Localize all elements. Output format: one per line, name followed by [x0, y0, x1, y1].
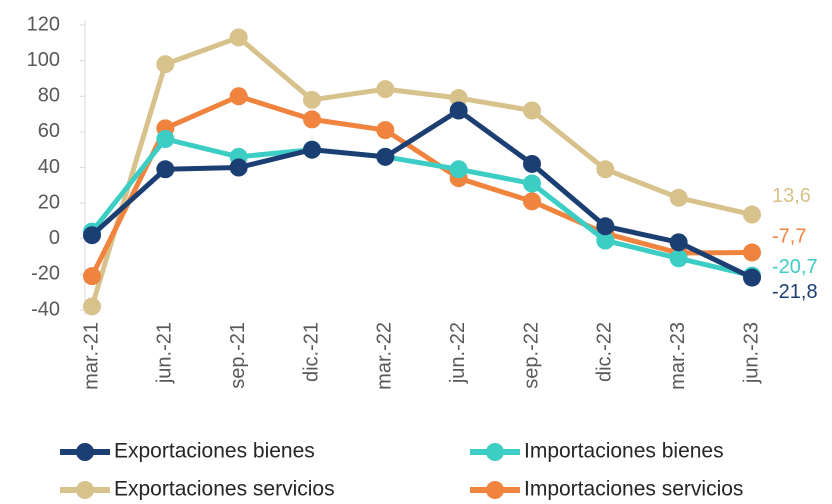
point: [449, 89, 468, 108]
point: [83, 226, 101, 245]
value-label: -21,8: [772, 281, 818, 303]
y-tick-label: 20: [38, 191, 60, 213]
legend-marker: [76, 481, 94, 499]
value-label: -20,7: [772, 256, 818, 278]
point: [156, 55, 175, 74]
y-tick-label: 100: [27, 49, 60, 71]
y-tick-label: 60: [38, 120, 60, 142]
point: [523, 174, 541, 193]
legend-label: Importaciones bienes: [524, 440, 724, 463]
x-tick-label: jun.-23: [740, 322, 762, 384]
point: [449, 160, 468, 179]
point: [376, 80, 395, 99]
series-line: [89, 34, 753, 308]
point: [303, 140, 321, 159]
point: [669, 188, 688, 207]
point: [596, 231, 615, 250]
point: [743, 268, 761, 287]
x-tick-label: jun.-22: [447, 322, 469, 384]
y-tick-label: 120: [27, 13, 60, 35]
point: [523, 101, 541, 120]
value-label: -7,7: [772, 226, 806, 248]
point: [83, 297, 101, 316]
x-tick-label: dic.-22: [594, 322, 616, 382]
legend-marker: [486, 481, 504, 499]
point: [376, 147, 395, 166]
point: [596, 217, 615, 236]
point: [523, 192, 541, 211]
x-tick-label: dic.-21: [300, 322, 322, 382]
legend-marker: [76, 443, 94, 461]
x-tick-label: sep.-21: [227, 322, 249, 389]
series-line: [90, 108, 754, 280]
point: [743, 205, 761, 224]
point: [449, 101, 468, 120]
point: [669, 233, 688, 252]
point: [83, 267, 101, 286]
point: [229, 28, 248, 47]
point: [743, 243, 761, 262]
x-tick-label: mar.-23: [667, 322, 689, 390]
y-tick-label: -40: [31, 298, 60, 320]
value-label: 13,6: [772, 185, 811, 207]
x-tick-label: jun.-21: [154, 322, 176, 384]
point: [156, 160, 175, 179]
point: [229, 158, 248, 177]
legend-label: Exportaciones bienes: [114, 440, 315, 463]
point: [303, 110, 321, 129]
legend-marker: [486, 443, 504, 461]
series-line: [90, 136, 753, 279]
legend-label: Exportaciones servicios: [114, 478, 335, 501]
point: [229, 87, 248, 106]
point: [669, 249, 688, 268]
y-tick-label: 0: [49, 227, 60, 249]
x-tick-label: mar.-22: [374, 322, 396, 390]
point: [303, 90, 321, 109]
x-tick-label: sep.-22: [520, 322, 542, 389]
y-tick-label: -20: [31, 263, 60, 285]
point: [523, 154, 541, 173]
y-tick-label: 40: [38, 156, 60, 178]
series-line: [89, 93, 753, 278]
point: [376, 121, 395, 140]
point: [156, 130, 175, 148]
x-tick-label: mar.-21: [80, 322, 102, 390]
point: [596, 160, 615, 179]
y-tick-label: 80: [38, 85, 60, 107]
legend-label: Importaciones servicios: [524, 478, 743, 501]
